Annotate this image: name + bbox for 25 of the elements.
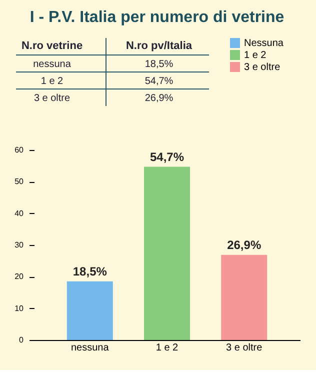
- text: 18,5%: [144, 59, 174, 70]
- category-label: 1 e 2: [40, 76, 64, 87]
- legend-label: 3 e oltre: [244, 62, 281, 73]
- data-label: 18,5%: [72, 264, 108, 278]
- x-tick-label: 1 e 2: [156, 342, 179, 354]
- text: 26,9%: [144, 93, 174, 104]
- x-tick-label: 3 e oltre: [226, 342, 263, 354]
- text: N.ro pv/Italia: [126, 40, 193, 52]
- text: N.ro vetrine: [21, 40, 83, 52]
- y-tick-label: 20: [14, 272, 24, 282]
- y-tick-label: 50: [14, 177, 24, 186]
- y-tick-label: 30: [14, 240, 24, 250]
- y-tick-label: 40: [14, 208, 24, 218]
- data-label: 54,7%: [150, 150, 184, 164]
- category-label: nessuna: [33, 59, 71, 70]
- y-tick-label: 0: [19, 336, 24, 344]
- data-label: 26,9%: [227, 238, 262, 252]
- text: 54,7%: [144, 76, 174, 87]
- chart-title: I - P.V. Italia per numero di vetrine: [30, 9, 284, 26]
- y-tick-label: 60: [14, 146, 24, 154]
- x-tick-label: nessuna: [70, 342, 110, 354]
- y-tick-label: 10: [14, 304, 24, 313]
- category-label: 3 e oltre: [34, 93, 70, 104]
- legend-label: Nessuna: [244, 38, 284, 49]
- legend-label: 1 e 2: [244, 50, 267, 61]
